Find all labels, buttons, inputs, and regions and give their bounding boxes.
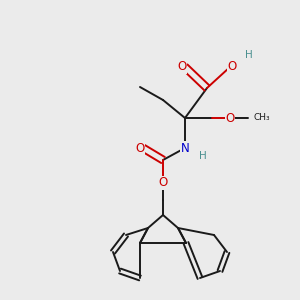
Text: H: H bbox=[245, 50, 253, 60]
Text: O: O bbox=[158, 176, 168, 190]
Text: CH₃: CH₃ bbox=[254, 113, 270, 122]
Text: N: N bbox=[181, 142, 189, 154]
Text: H: H bbox=[199, 151, 207, 161]
Text: O: O bbox=[177, 61, 187, 74]
Text: O: O bbox=[225, 112, 235, 124]
Text: O: O bbox=[227, 61, 237, 74]
Text: O: O bbox=[135, 142, 145, 154]
